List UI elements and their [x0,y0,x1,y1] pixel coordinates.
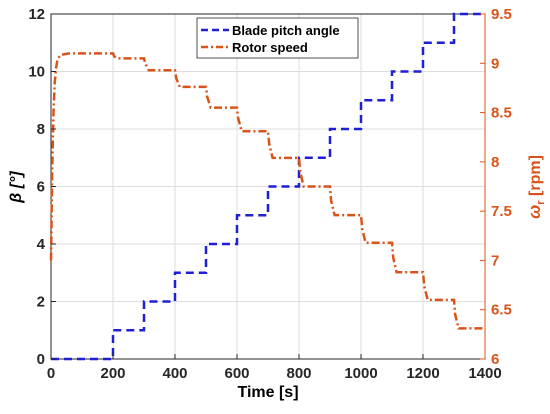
y-left-tick-label-2: 4 [37,236,46,253]
y-right-axis-title-text: ωr [rpm] [525,155,547,219]
y-right-tick-label-0: 6 [491,351,499,368]
y-left-axis-title-text: β [°] [8,171,25,204]
series-layer [49,12,485,361]
y-left-tick-label-5: 10 [28,64,45,81]
y-left-tick-label-3: 6 [37,179,45,196]
y-right-tick-label-7: 9.5 [491,6,512,23]
y-right-axis-title: ωr [rpm] [525,155,547,219]
x-tick-label-1: 200 [100,365,125,382]
x-tick-label-0: 0 [47,365,55,382]
y-left-tick-label-0: 0 [37,351,45,368]
grid [50,13,486,360]
y-right-tick-label-2: 7 [491,252,499,269]
y-right-tick-label-3: 7.5 [491,203,512,220]
legend: Blade pitch angle Rotor speed [196,17,359,59]
x-tick-label-3: 600 [224,365,249,382]
x-tick-label-2: 400 [162,365,187,382]
legend-label-rotor: Rotor speed [232,40,308,55]
ticks-layer: 0 200 400 600 800 1000 1200 1400 0 2 4 6 8 10 12 6 6.5 7 7… [28,6,512,382]
legend-label-blade: Blade pitch angle [232,23,340,38]
y-left-axis-title: β [°] [8,171,25,204]
x-tick-label-6: 1200 [406,365,439,382]
y-right-tick-label-4: 8 [491,154,499,171]
series-line-blade-pitch-angle [51,12,485,361]
x-tick-label-5: 1000 [344,365,377,382]
x-tick-label-4: 800 [286,365,311,382]
series-line-rotor-speed [49,52,485,330]
legend-box [196,17,359,59]
y-right-tick-label-5: 8.5 [491,105,512,122]
y-right-tick-label-1: 6.5 [491,302,512,319]
y-right-tick-label-6: 9 [491,55,499,72]
x-axis-title: Time [s] [237,384,298,401]
y-left-tick-label-4: 8 [37,121,45,138]
y-left-tick-label-1: 2 [37,294,45,311]
x-tick-label-7: 1400 [468,365,501,382]
y-left-tick-label-6: 12 [28,6,45,23]
